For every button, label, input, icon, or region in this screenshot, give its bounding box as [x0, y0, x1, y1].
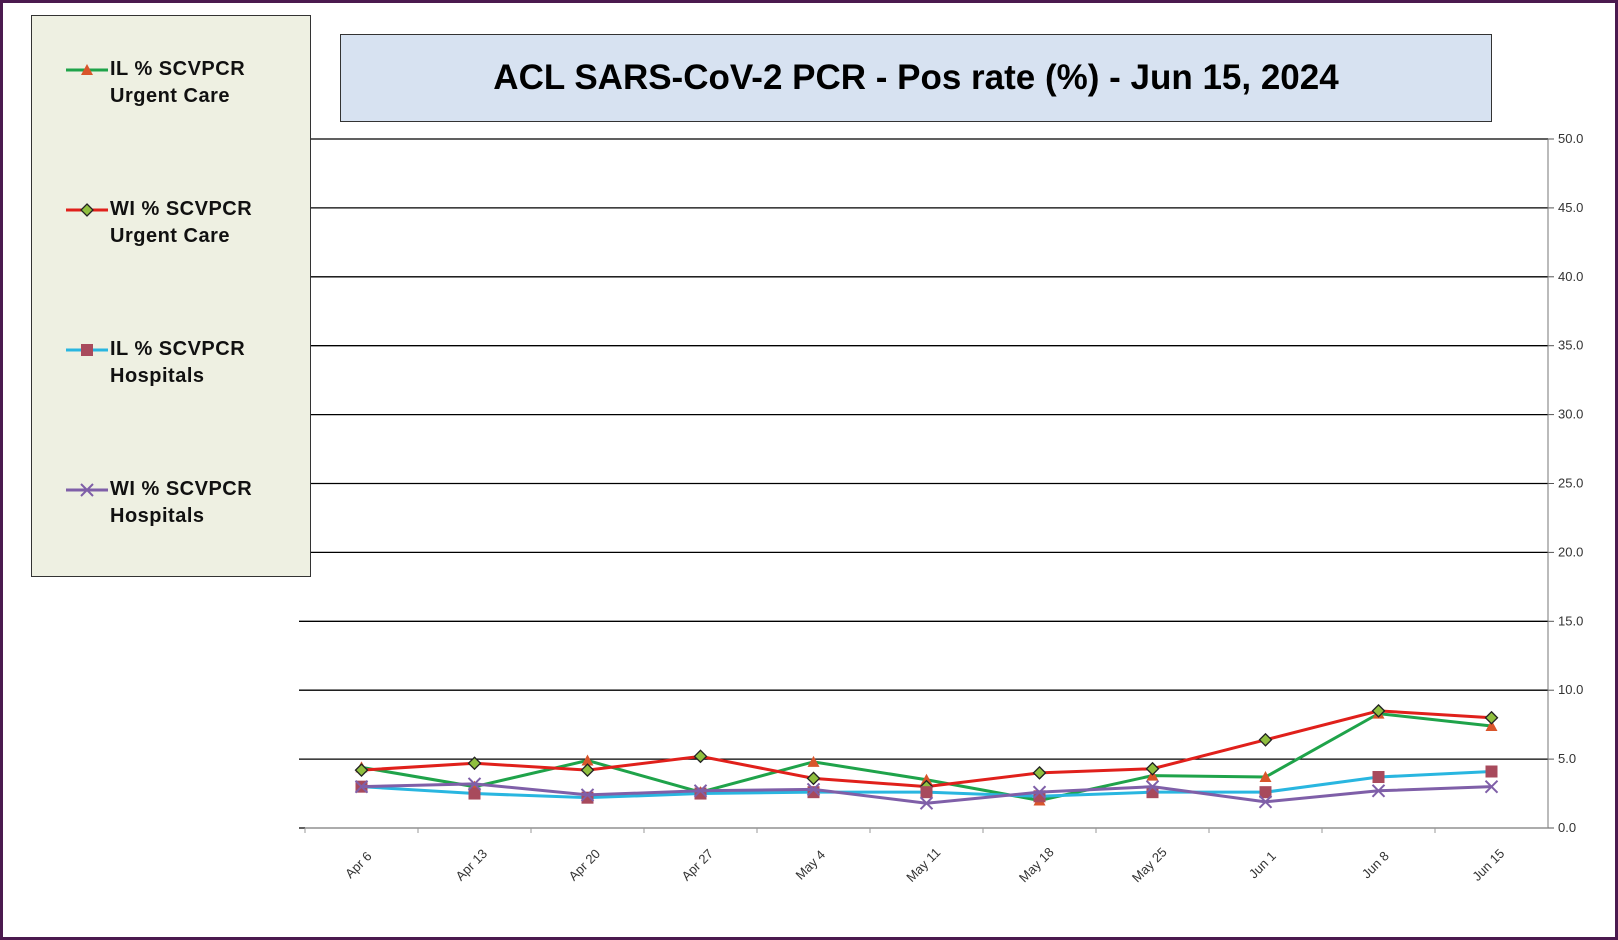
marker	[467, 756, 482, 771]
marker	[1145, 761, 1160, 776]
x-tick-label: May 11	[903, 845, 943, 885]
x-tick-label: Jun 15	[1469, 846, 1507, 884]
x-tick-label: Jun 8	[1359, 848, 1392, 881]
legend-icon	[66, 483, 108, 497]
marker	[1259, 786, 1272, 799]
legend-label: IL % SCVPCR Urgent Care	[110, 58, 246, 107]
marker	[806, 771, 821, 786]
legend-item: WI % SCVPCR Urgent Care	[64, 196, 280, 250]
y-tick-label: 25.0	[1558, 476, 1583, 491]
y-tick-label: 35.0	[1558, 338, 1583, 353]
legend-icon	[66, 344, 108, 356]
x-tick-label: Apr 20	[565, 846, 603, 884]
legend-item: IL % SCVPCR Hospitals	[64, 336, 280, 390]
y-tick-label: 45.0	[1558, 200, 1583, 215]
y-tick-label: 20.0	[1558, 544, 1583, 559]
marker	[1485, 765, 1498, 778]
legend-item: IL % SCVPCR Urgent Care	[64, 56, 280, 110]
marker	[1145, 779, 1160, 794]
marker	[467, 777, 482, 791]
y-tick-label: 10.0	[1558, 682, 1583, 697]
y-tick-label: 50.0	[1558, 131, 1583, 146]
y-tick-label: 30.0	[1558, 407, 1583, 422]
marker	[1258, 732, 1273, 747]
marker	[693, 784, 708, 798]
x-tick-label: May 18	[1016, 844, 1057, 885]
marker	[468, 787, 481, 800]
x-tick-label: Apr 27	[678, 846, 716, 884]
marker	[1258, 795, 1273, 809]
chart-title: ACL SARS-CoV-2 PCR - Pos rate (%) - Jun …	[340, 34, 1492, 122]
marker	[806, 782, 821, 797]
marker	[1485, 720, 1498, 732]
marker	[807, 755, 820, 767]
marker	[81, 344, 93, 356]
marker	[581, 754, 594, 766]
marker	[580, 788, 595, 802]
marker	[354, 763, 369, 778]
x-tick-label: Apr 13	[452, 846, 490, 884]
legend-label: WI % SCVPCR Hospitals	[110, 478, 253, 527]
marker	[580, 763, 595, 778]
x-tick-label: Jun 1	[1246, 848, 1279, 881]
x-tick-label: Apr 6	[342, 849, 375, 882]
marker	[1371, 784, 1386, 798]
legend-label: WI % SCVPCR Urgent Care	[110, 198, 253, 247]
marker	[693, 749, 708, 764]
x-tick-label: May 25	[1129, 844, 1170, 885]
y-tick-label: 15.0	[1558, 613, 1583, 628]
legend-label: IL % SCVPCR Hospitals	[110, 338, 246, 387]
marker	[1484, 710, 1499, 725]
legend-icon	[66, 64, 108, 75]
marker	[1259, 771, 1272, 783]
y-tick-label: 40.0	[1558, 269, 1583, 284]
marker	[80, 483, 94, 497]
marker	[920, 786, 933, 799]
x-tick-label: May 4	[792, 847, 828, 883]
marker	[80, 203, 94, 217]
legend-item: WI % SCVPCR Hospitals	[64, 476, 280, 530]
marker	[920, 773, 933, 785]
marker	[1372, 771, 1385, 784]
marker	[354, 779, 369, 794]
y-tick-label: 5.0	[1558, 751, 1576, 766]
marker	[1484, 779, 1499, 794]
legend-icon	[66, 203, 108, 217]
marker	[919, 796, 934, 810]
y-tick-label: 0.0	[1558, 820, 1576, 835]
legend: IL % SCVPCR Urgent Care WI % SCVPCR Urgen…	[31, 15, 311, 577]
marker	[1032, 785, 1047, 799]
marker	[1032, 765, 1047, 780]
marker	[81, 64, 93, 75]
marker	[1371, 703, 1386, 718]
